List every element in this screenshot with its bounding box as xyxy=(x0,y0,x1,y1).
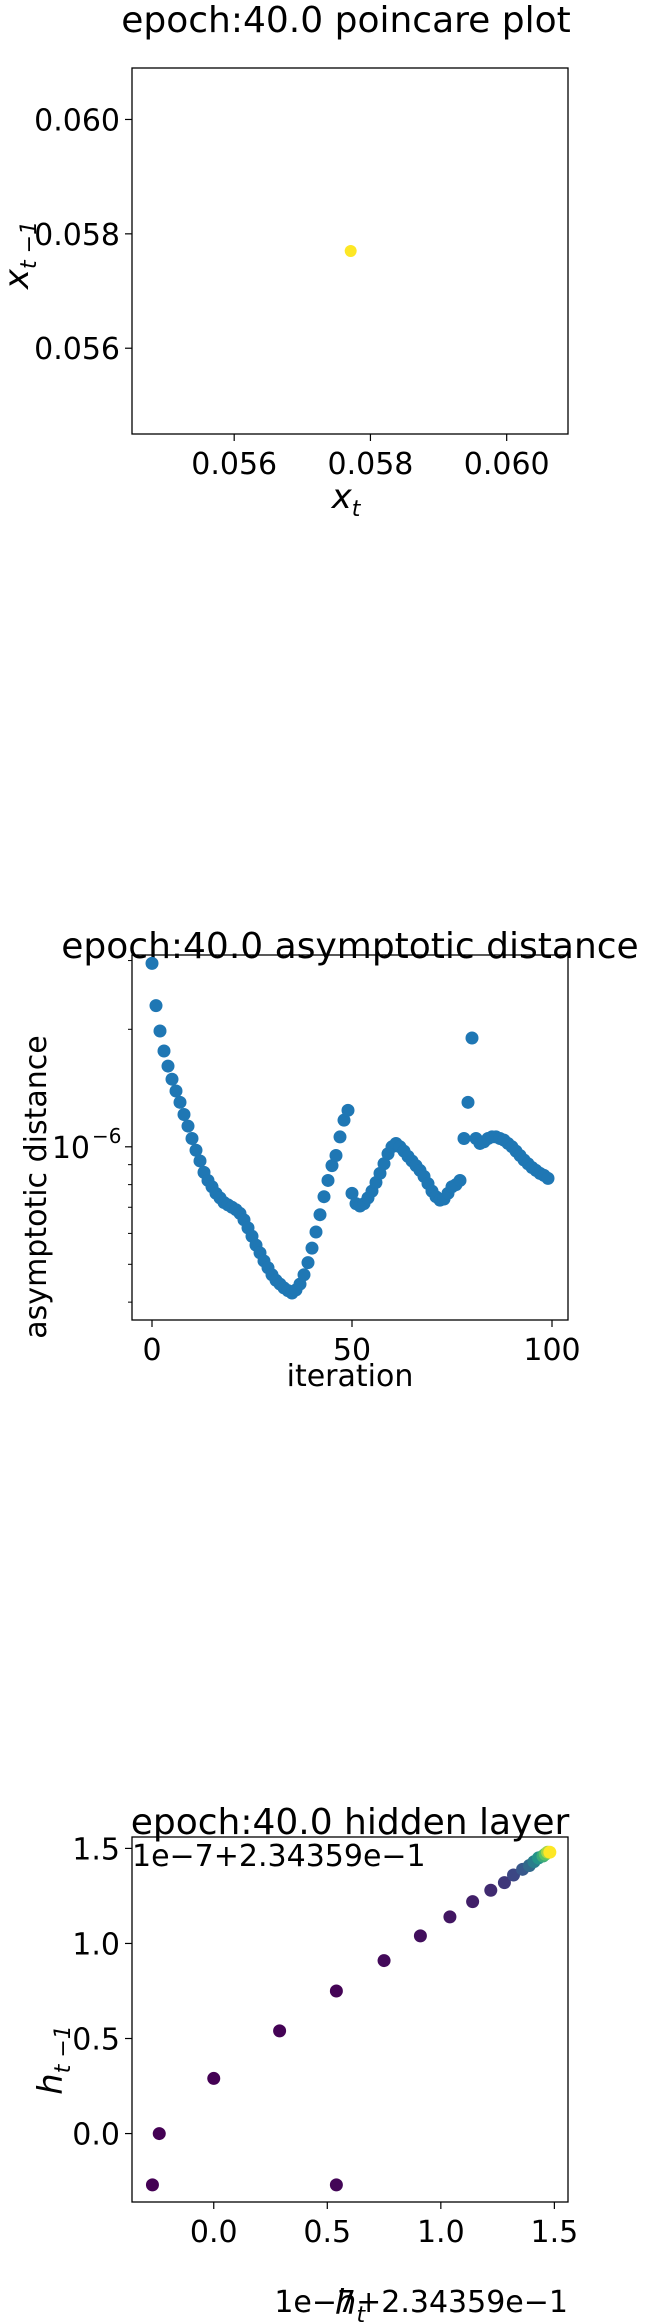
hidden-point xyxy=(152,2127,166,2141)
distance-point xyxy=(461,1095,475,1109)
hidden-point xyxy=(466,1895,480,1909)
poincare-xtick-label: 0.056 xyxy=(191,447,277,482)
hidden-point xyxy=(497,1876,511,1890)
distance-point xyxy=(329,1148,343,1162)
distance-axes: 0 50 100 10 −6 xyxy=(52,954,581,1368)
hidden-point xyxy=(443,1910,457,1924)
distance-point xyxy=(169,1084,183,1098)
distance-point xyxy=(161,1059,175,1073)
hidden-point xyxy=(484,1883,498,1897)
hidden-x-offset: 1e−7+2.34359e−1 xyxy=(274,2285,568,2320)
hidden-axes: 0.0 0.5 1.0 1.5 0.0 0.5 1.0 1.5 xyxy=(72,1832,578,2250)
hidden-xtick-label: 1.0 xyxy=(417,2215,465,2250)
distance-point xyxy=(325,1159,339,1173)
hidden-ytick-label: 0.5 xyxy=(72,2023,120,2058)
distance-xtick-label: 0 xyxy=(142,1333,161,1368)
distance-point xyxy=(149,999,163,1013)
poincare-axes: 0.056 0.058 0.060 0.056 0.058 0.060 xyxy=(34,67,569,482)
distance-point xyxy=(465,1031,479,1045)
distance-point xyxy=(305,1241,319,1255)
distance-point xyxy=(541,1171,555,1185)
hidden-ytick-label: 1.5 xyxy=(72,1832,120,1867)
poincare-ytick-label: 0.058 xyxy=(34,218,120,253)
poincare-ylabel: xt −1 xyxy=(0,221,42,290)
distance-chart: epoch:40.0 asymptotic distance 0 50 10010−… xyxy=(19,926,639,1394)
poincare-xtick-label: 0.058 xyxy=(327,447,413,482)
hidden-point xyxy=(543,1845,557,1859)
poincare-point xyxy=(344,245,357,257)
hidden-plot-frame xyxy=(131,1836,569,2203)
poincare-title: epoch:40.0 poincare plot xyxy=(121,0,571,41)
distance-point xyxy=(173,1095,187,1109)
distance-point xyxy=(321,1173,335,1187)
distance-point xyxy=(145,956,159,970)
hidden-point xyxy=(329,1984,343,1998)
poincare-plot-frame xyxy=(131,67,569,435)
poincare-ytick-label: 0.060 xyxy=(34,103,120,138)
poincare-chart: epoch:40.0 poincare plot 0.056 0.058 0.060… xyxy=(0,0,571,522)
hidden-ylabel: ht −1 xyxy=(31,2025,76,2095)
distance-point xyxy=(165,1072,179,1086)
distance-point xyxy=(189,1143,203,1157)
distance-point xyxy=(333,1130,347,1144)
distance-point xyxy=(453,1173,467,1187)
distance-plot-frame xyxy=(131,954,569,1321)
poincare-xtick-label: 0.060 xyxy=(464,447,550,482)
distance-point xyxy=(341,1103,355,1117)
hidden-point xyxy=(329,2178,343,2192)
distance-point xyxy=(297,1268,311,1282)
hidden-points xyxy=(145,1845,557,2192)
hidden-point xyxy=(145,2178,159,2192)
distance-point xyxy=(177,1107,191,1121)
distance-point xyxy=(193,1154,207,1168)
distance-point xyxy=(301,1256,315,1270)
hidden-point xyxy=(273,2024,287,2038)
hidden-point xyxy=(377,1954,391,1968)
hidden-xtick-label: 1.5 xyxy=(531,2215,579,2250)
distance-point xyxy=(457,1132,471,1146)
hidden-chart: epoch:40.0 hidden layer 1e−7+2.34359e−1 … xyxy=(31,1802,578,2323)
distance-xtick-label: 50 xyxy=(333,1333,371,1368)
hidden-ytick-label: 0.0 xyxy=(72,2118,120,2153)
distance-ytick-exponent: −6 xyxy=(92,1124,121,1148)
distance-point xyxy=(313,1208,327,1222)
distance-points xyxy=(145,956,555,1300)
poincare-xlabel: xt xyxy=(331,477,362,522)
distance-point xyxy=(345,1186,359,1200)
distance-point xyxy=(181,1119,195,1133)
hidden-xtick-label: 0.5 xyxy=(303,2215,351,2250)
distance-point xyxy=(309,1225,323,1239)
hidden-point xyxy=(207,2071,221,2085)
hidden-ytick-label: 1.0 xyxy=(72,1927,120,1962)
distance-point xyxy=(157,1044,171,1058)
distance-xlabel: iteration xyxy=(287,1359,414,1394)
distance-point xyxy=(337,1113,351,1127)
hidden-point xyxy=(413,1929,427,1943)
hidden-xtick-label: 0.0 xyxy=(190,2215,238,2250)
distance-xtick-label: 100 xyxy=(523,1333,580,1368)
distance-ytick-label: 10 xyxy=(52,1131,90,1166)
distance-point xyxy=(377,1157,391,1171)
hidden-title: epoch:40.0 hidden layer xyxy=(131,1802,570,1843)
distance-point xyxy=(317,1190,331,1204)
poincare-points xyxy=(344,245,357,257)
distance-point xyxy=(153,1024,167,1038)
poincare-ytick-label: 0.056 xyxy=(34,332,120,367)
hidden-y-offset: 1e−7+2.34359e−1 xyxy=(132,1839,426,1874)
distance-ylabel: asymptotic distance xyxy=(19,1035,54,1338)
distance-point xyxy=(185,1132,199,1146)
